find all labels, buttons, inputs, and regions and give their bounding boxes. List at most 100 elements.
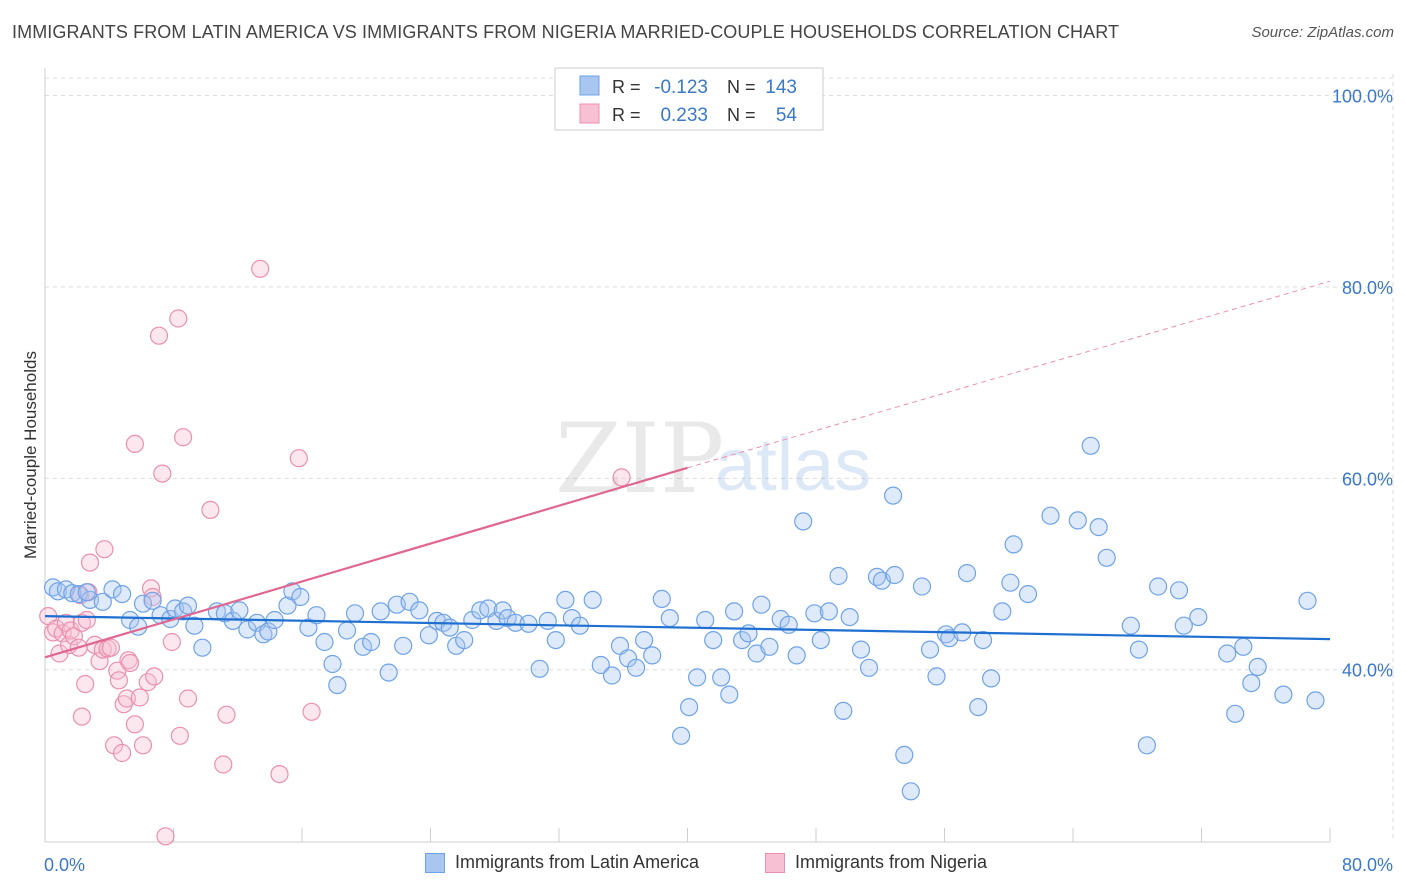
latin-america-point[interactable] bbox=[895, 745, 914, 765]
latin-america-point[interactable] bbox=[278, 596, 297, 615]
latin-america-point[interactable] bbox=[1226, 704, 1245, 723]
nigeria-point[interactable] bbox=[125, 715, 144, 734]
nigeria-point[interactable] bbox=[76, 674, 95, 694]
latin-america-point[interactable] bbox=[1068, 511, 1087, 530]
latin-america-point[interactable] bbox=[337, 621, 357, 640]
latin-america-point[interactable] bbox=[969, 697, 988, 717]
latin-america-point[interactable] bbox=[362, 632, 381, 652]
nigeria-point[interactable] bbox=[109, 671, 129, 690]
nigeria-point[interactable] bbox=[101, 638, 121, 657]
latin-america-point[interactable] bbox=[323, 654, 342, 674]
latin-america-point[interactable] bbox=[230, 601, 249, 620]
latin-america-point[interactable] bbox=[103, 580, 122, 599]
latin-america-point[interactable] bbox=[927, 667, 946, 686]
nigeria-point[interactable] bbox=[130, 688, 149, 707]
nigeria-point[interactable] bbox=[162, 632, 181, 652]
nigeria-point[interactable] bbox=[170, 726, 189, 745]
latin-america-point[interactable] bbox=[834, 701, 853, 721]
nigeria-point[interactable] bbox=[217, 705, 236, 724]
latin-america-point[interactable] bbox=[643, 646, 662, 665]
nigeria-point[interactable] bbox=[133, 736, 153, 755]
latin-america-point[interactable] bbox=[739, 624, 758, 643]
latin-america-point[interactable] bbox=[671, 726, 691, 745]
latin-america-point[interactable] bbox=[626, 658, 646, 677]
latin-america-point[interactable] bbox=[1234, 637, 1253, 656]
latin-america-point[interactable] bbox=[973, 630, 993, 650]
latin-america-point[interactable] bbox=[1306, 691, 1325, 710]
nigeria-point[interactable] bbox=[174, 428, 193, 447]
nigeria-point[interactable] bbox=[289, 449, 308, 468]
latin-america-point[interactable] bbox=[1004, 535, 1023, 554]
latin-america-point[interactable] bbox=[859, 658, 879, 677]
latin-america-point[interactable] bbox=[93, 592, 112, 611]
nigeria-point[interactable] bbox=[612, 468, 631, 487]
latin-america-point[interactable] bbox=[1242, 673, 1261, 693]
latin-america-point[interactable] bbox=[259, 622, 278, 641]
nigeria-point[interactable] bbox=[270, 764, 289, 784]
latin-america-point[interactable] bbox=[732, 630, 752, 650]
latin-america-point[interactable] bbox=[981, 669, 1001, 688]
latin-america-point[interactable] bbox=[591, 655, 610, 675]
latin-america-point[interactable] bbox=[394, 636, 413, 655]
legend-item-nigeria[interactable]: Immigrants from Nigeria bbox=[765, 852, 987, 873]
latin-america-point[interactable] bbox=[920, 640, 940, 659]
nigeria-point[interactable] bbox=[80, 553, 100, 572]
nigeria-point[interactable] bbox=[201, 500, 220, 519]
latin-america-point[interactable] bbox=[1274, 685, 1293, 704]
latin-america-point[interactable] bbox=[315, 632, 334, 652]
latin-america-point[interactable] bbox=[787, 646, 806, 665]
latin-america-point[interactable] bbox=[77, 583, 96, 602]
nigeria-point[interactable] bbox=[117, 689, 137, 708]
latin-america-point[interactable] bbox=[696, 610, 715, 630]
nigeria-point[interactable] bbox=[251, 259, 270, 278]
latin-america-point[interactable] bbox=[410, 601, 429, 620]
latin-america-point[interactable] bbox=[1218, 644, 1237, 663]
latin-america-point[interactable] bbox=[185, 616, 204, 635]
latin-america-point[interactable] bbox=[223, 611, 242, 631]
latin-america-point[interactable] bbox=[193, 638, 212, 657]
latin-america-point[interactable] bbox=[1189, 607, 1208, 627]
latin-america-point[interactable] bbox=[660, 608, 679, 628]
latin-america-point[interactable] bbox=[538, 611, 557, 631]
latin-america-point[interactable] bbox=[143, 591, 162, 610]
nigeria-point[interactable] bbox=[77, 610, 96, 630]
latin-america-point[interactable] bbox=[752, 595, 771, 614]
nigeria-point[interactable] bbox=[72, 613, 92, 632]
latin-america-point[interactable] bbox=[419, 626, 438, 645]
latin-america-point[interactable] bbox=[794, 512, 813, 531]
latin-america-point[interactable] bbox=[455, 630, 474, 650]
nigeria-point[interactable] bbox=[119, 651, 138, 670]
latin-america-point[interactable] bbox=[1298, 591, 1317, 610]
latin-america-point[interactable] bbox=[379, 663, 398, 682]
latin-america-point[interactable] bbox=[1001, 573, 1020, 592]
nigeria-point[interactable] bbox=[145, 667, 164, 686]
latin-america-point[interactable] bbox=[829, 566, 848, 586]
latin-america-point[interactable] bbox=[1121, 616, 1140, 635]
latin-america-point[interactable] bbox=[1169, 581, 1189, 600]
latin-america-point[interactable] bbox=[1174, 616, 1193, 635]
nigeria-point[interactable] bbox=[302, 702, 321, 721]
latin-america-point[interactable] bbox=[307, 606, 326, 625]
latin-america-point[interactable] bbox=[720, 685, 739, 704]
latin-america-point[interactable] bbox=[1137, 736, 1157, 755]
latin-america-point[interactable] bbox=[1129, 640, 1149, 659]
latin-america-point[interactable] bbox=[779, 615, 798, 634]
latin-america-point[interactable] bbox=[291, 587, 310, 607]
legend-item-latin-america[interactable]: Immigrants from Latin America bbox=[425, 852, 699, 873]
latin-america-point[interactable] bbox=[760, 637, 779, 656]
latin-america-point[interactable] bbox=[345, 604, 365, 623]
nigeria-point[interactable] bbox=[149, 326, 169, 345]
latin-america-point[interactable] bbox=[1081, 436, 1100, 455]
nigeria-point[interactable] bbox=[153, 464, 172, 483]
nigeria-point[interactable] bbox=[72, 707, 92, 726]
latin-america-point[interactable] bbox=[178, 596, 198, 615]
latin-america-point[interactable] bbox=[840, 607, 859, 627]
latin-america-point[interactable] bbox=[63, 584, 82, 603]
latin-america-point[interactable] bbox=[634, 630, 654, 650]
latin-america-point[interactable] bbox=[1018, 584, 1038, 604]
nigeria-point[interactable] bbox=[169, 309, 188, 328]
latin-america-point[interactable] bbox=[885, 565, 904, 585]
nigeria-point[interactable] bbox=[178, 689, 198, 708]
nigeria-point[interactable] bbox=[114, 695, 133, 714]
nigeria-point[interactable] bbox=[64, 627, 84, 646]
